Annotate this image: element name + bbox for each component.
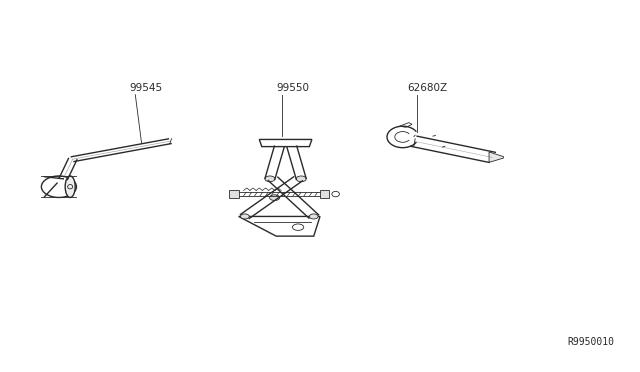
FancyBboxPatch shape	[229, 190, 239, 198]
Ellipse shape	[296, 176, 306, 182]
Polygon shape	[489, 152, 504, 162]
Ellipse shape	[309, 214, 318, 219]
Ellipse shape	[269, 195, 280, 201]
FancyBboxPatch shape	[320, 190, 329, 198]
Ellipse shape	[265, 176, 275, 182]
Text: 99550: 99550	[276, 83, 309, 93]
Text: 99545: 99545	[129, 83, 162, 93]
Wedge shape	[408, 132, 421, 142]
Text: R9950010: R9950010	[567, 337, 614, 347]
Text: 62680Z: 62680Z	[408, 83, 448, 93]
Ellipse shape	[65, 176, 75, 198]
Ellipse shape	[241, 214, 249, 219]
